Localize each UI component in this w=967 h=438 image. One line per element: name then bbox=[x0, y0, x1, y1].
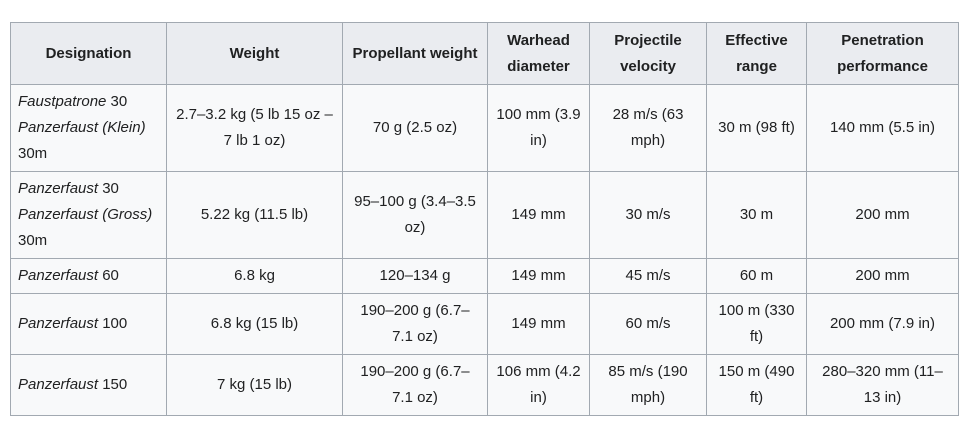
text-part: Faustpatrone bbox=[18, 93, 107, 110]
table-cell: 149 mm bbox=[487, 293, 590, 355]
table-cell: 95–100 g (3.4–3.5 oz) bbox=[342, 171, 488, 259]
text-part: Panzerfaust (Klein) bbox=[18, 119, 146, 136]
table-cell: 100 m (330 ft) bbox=[706, 293, 807, 355]
table-cell: 28 m/s (63 mph) bbox=[589, 84, 707, 172]
table-cell: 120–134 g bbox=[342, 258, 488, 294]
table-cell: 70 g (2.5 oz) bbox=[342, 84, 488, 172]
column-header: Effective range bbox=[706, 22, 807, 85]
column-header: Weight bbox=[166, 22, 343, 85]
text-part: 30 bbox=[98, 180, 119, 197]
table-cell: 30 m (98 ft) bbox=[706, 84, 807, 172]
table-cell: 190–200 g (6.7–7.1 oz) bbox=[342, 293, 488, 355]
table-row: Panzerfaust 60 6.8 kg 120–134 g 149 mm 45 m/… bbox=[10, 258, 959, 294]
table-body: Faustpatrone 30 Panzerfaust (Klein) 30m 2… bbox=[10, 84, 959, 416]
text-part: Panzerfaust bbox=[18, 267, 99, 284]
table-cell: 30 m bbox=[706, 171, 807, 259]
column-header: Warhead diameter bbox=[487, 22, 590, 85]
table-cell: 280–320 mm (11–13 in) bbox=[806, 354, 959, 416]
text-part: 100 bbox=[98, 315, 128, 332]
table-cell: 7 kg (15 lb) bbox=[166, 354, 343, 416]
table-cell: 149 mm bbox=[487, 171, 590, 259]
column-header: Projectile velocity bbox=[589, 22, 707, 85]
text-part: Panzerfaust (Gross) bbox=[18, 206, 153, 223]
designation-cell: Panzerfaust 100 bbox=[10, 293, 167, 355]
column-header: Designation bbox=[10, 22, 167, 85]
table-cell: 5.22 kg (11.5 lb) bbox=[166, 171, 343, 259]
designation-cell: Faustpatrone 30 Panzerfaust (Klein) 30m bbox=[10, 84, 167, 172]
text-part: Panzerfaust bbox=[18, 376, 99, 393]
designation-cell: Panzerfaust 150 bbox=[10, 354, 167, 416]
table-cell: 200 mm (7.9 in) bbox=[806, 293, 959, 355]
table-cell: 60 m bbox=[706, 258, 807, 294]
column-header: Penetration performance bbox=[806, 22, 959, 85]
table-cell: 149 mm bbox=[487, 258, 590, 294]
table-cell: 6.8 kg bbox=[166, 258, 343, 294]
table-cell: 30 m/s bbox=[589, 171, 707, 259]
column-header: Propellant weight bbox=[342, 22, 488, 85]
table-row: Panzerfaust 150 7 kg (15 lb) 190–200 g (6.… bbox=[10, 354, 959, 416]
text-part: 30m bbox=[18, 145, 48, 162]
table-cell: 100 mm (3.9 in) bbox=[487, 84, 590, 172]
table-cell: 60 m/s bbox=[589, 293, 707, 355]
table-row: Panzerfaust 100 6.8 kg (15 lb) 190–200 g (… bbox=[10, 293, 959, 355]
table-cell: 140 mm (5.5 in) bbox=[806, 84, 959, 172]
table-cell: 190–200 g (6.7–7.1 oz) bbox=[342, 354, 488, 416]
table-row: Panzerfaust 30 Panzerfaust (Gross) 30m 5.… bbox=[10, 171, 959, 259]
text-part: Panzerfaust bbox=[18, 315, 99, 332]
table-cell: 85 m/s (190 mph) bbox=[589, 354, 707, 416]
designation-cell: Panzerfaust 30 Panzerfaust (Gross) 30m bbox=[10, 171, 167, 259]
text-part: 150 bbox=[98, 376, 128, 393]
text-part: 60 bbox=[98, 267, 119, 284]
text-part: Panzerfaust bbox=[18, 180, 99, 197]
header-row: Designation Weight Propellant weight Warhea… bbox=[10, 22, 959, 85]
table-cell: 2.7–3.2 kg (5 lb 15 oz – 7 lb 1 oz) bbox=[166, 84, 343, 172]
table-cell: 106 mm (4.2 in) bbox=[487, 354, 590, 416]
data-table: Designation Weight Propellant weight Warhea… bbox=[10, 22, 959, 416]
text-part: 30 bbox=[106, 93, 128, 110]
table-cell: 200 mm bbox=[806, 258, 959, 294]
table-row: Faustpatrone 30 Panzerfaust (Klein) 30m 2… bbox=[10, 84, 959, 172]
text-part: 30m bbox=[18, 232, 48, 249]
table-cell: 150 m (490 ft) bbox=[706, 354, 807, 416]
designation-cell: Panzerfaust 60 bbox=[10, 258, 167, 294]
table-cell: 200 mm bbox=[806, 171, 959, 259]
table-cell: 45 m/s bbox=[589, 258, 707, 294]
table-cell: 6.8 kg (15 lb) bbox=[166, 293, 343, 355]
